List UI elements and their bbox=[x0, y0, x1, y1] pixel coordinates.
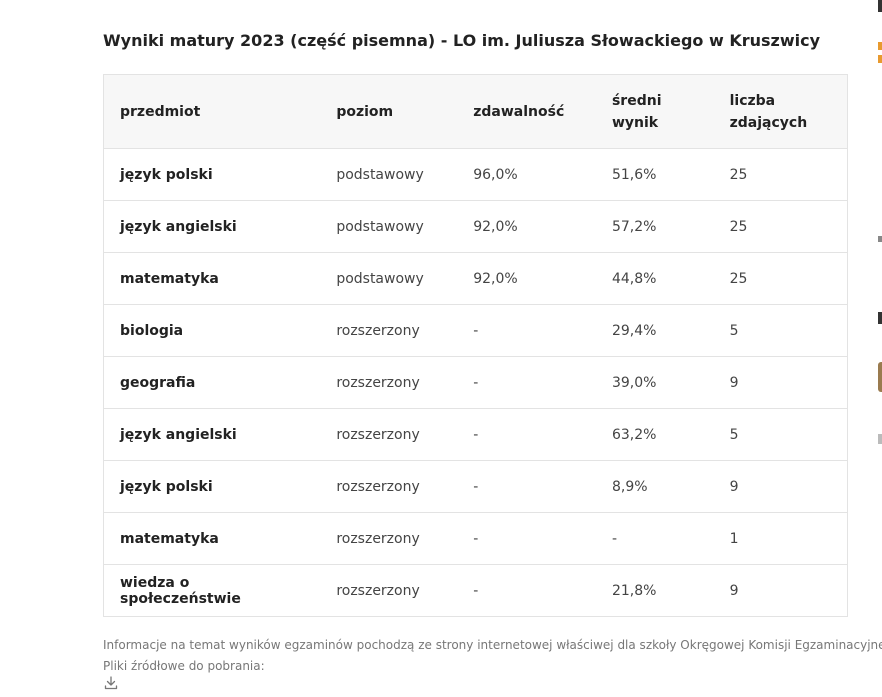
cell-avg-score: 63,2% bbox=[595, 408, 714, 461]
table-row: język polski rozszerzony - 8,9% 9 bbox=[103, 460, 848, 513]
side-panel-edge bbox=[878, 434, 882, 444]
cell-level: rozszerzony bbox=[320, 460, 458, 513]
header-count-line2: zdających bbox=[729, 114, 808, 131]
header-count-line1: liczba bbox=[729, 92, 776, 109]
cell-count: 9 bbox=[713, 460, 848, 513]
cell-pass-rate: - bbox=[457, 304, 596, 357]
source-files-label: Pliki źródłowe do pobrania: bbox=[103, 659, 265, 673]
cell-count: 25 bbox=[713, 200, 848, 253]
page-title: Wyniki matury 2023 (część pisemna) - LO … bbox=[103, 31, 821, 50]
header-level: poziom bbox=[320, 74, 458, 149]
header-pass-rate: zdawalność bbox=[457, 74, 596, 149]
table-row: geografia rozszerzony - 39,0% 9 bbox=[103, 356, 848, 409]
cell-subject: geografia bbox=[103, 356, 321, 409]
cell-avg-score: 29,4% bbox=[595, 304, 714, 357]
cell-pass-rate: - bbox=[457, 564, 596, 617]
source-note: Informacje na temat wyników egzaminów po… bbox=[103, 635, 882, 677]
cell-level: rozszerzony bbox=[320, 564, 458, 617]
cell-avg-score: 21,8% bbox=[595, 564, 714, 617]
cell-count: 9 bbox=[713, 356, 848, 409]
cell-level: rozszerzony bbox=[320, 304, 458, 357]
cell-count: 25 bbox=[713, 252, 848, 305]
cell-subject: matematyka bbox=[103, 252, 321, 305]
table-row: język angielski rozszerzony - 63,2% 5 bbox=[103, 408, 848, 461]
cell-subject: język polski bbox=[103, 460, 321, 513]
cell-subject: wiedza o społeczeństwie bbox=[103, 564, 321, 617]
cell-count: 25 bbox=[713, 148, 848, 201]
cell-pass-rate: 96,0% bbox=[457, 148, 596, 201]
cell-subject: język angielski bbox=[103, 408, 321, 461]
cell-pass-rate: - bbox=[457, 512, 596, 565]
cell-subject: język angielski bbox=[103, 200, 321, 253]
cell-level: rozszerzony bbox=[320, 408, 458, 461]
cell-subject: język polski bbox=[103, 148, 321, 201]
cell-count: 9 bbox=[713, 564, 848, 617]
cell-avg-score: 51,6% bbox=[595, 148, 714, 201]
cell-pass-rate: - bbox=[457, 408, 596, 461]
cell-count: 1 bbox=[713, 512, 848, 565]
cell-pass-rate: 92,0% bbox=[457, 252, 596, 305]
cell-level: rozszerzony bbox=[320, 512, 458, 565]
table-row: wiedza o społeczeństwie rozszerzony - 21… bbox=[103, 564, 848, 617]
cell-level: podstawowy bbox=[320, 200, 458, 253]
header-count: liczba zdających bbox=[713, 74, 848, 149]
table-row: matematyka podstawowy 92,0% 44,8% 25 bbox=[103, 252, 848, 305]
results-table: przedmiot poziom zdawalność średni wynik… bbox=[103, 74, 848, 617]
header-avg-score: średni wynik bbox=[595, 74, 714, 149]
side-panel-edge bbox=[878, 312, 882, 324]
cell-subject: biologia bbox=[103, 304, 321, 357]
table-body: język polski podstawowy 96,0% 51,6% 25 j… bbox=[103, 148, 848, 617]
table-row: język polski podstawowy 96,0% 51,6% 25 bbox=[103, 148, 848, 201]
table-row: biologia rozszerzony - 29,4% 5 bbox=[103, 304, 848, 357]
side-panel-edge bbox=[878, 55, 882, 63]
cell-avg-score: 39,0% bbox=[595, 356, 714, 409]
cell-level: podstawowy bbox=[320, 252, 458, 305]
cell-avg-score: 44,8% bbox=[595, 252, 714, 305]
cell-subject: matematyka bbox=[103, 512, 321, 565]
source-info-text: Informacje na temat wyników egzaminów po… bbox=[103, 638, 882, 652]
side-panel-edge bbox=[878, 0, 882, 12]
side-panel-edge bbox=[878, 236, 882, 242]
cell-count: 5 bbox=[713, 304, 848, 357]
cell-pass-rate: - bbox=[457, 460, 596, 513]
cell-avg-score: 8,9% bbox=[595, 460, 714, 513]
table-row: język angielski podstawowy 92,0% 57,2% 2… bbox=[103, 200, 848, 253]
cell-level: rozszerzony bbox=[320, 356, 458, 409]
table-row: matematyka rozszerzony - - 1 bbox=[103, 512, 848, 565]
cell-pass-rate: - bbox=[457, 356, 596, 409]
cell-count: 5 bbox=[713, 408, 848, 461]
cell-pass-rate: 92,0% bbox=[457, 200, 596, 253]
table-header-row: przedmiot poziom zdawalność średni wynik… bbox=[103, 74, 848, 149]
cell-avg-score: 57,2% bbox=[595, 200, 714, 253]
header-subject: przedmiot bbox=[103, 74, 321, 149]
side-panel-edge bbox=[878, 42, 882, 50]
side-panel-edge bbox=[878, 362, 882, 392]
cell-avg-score: - bbox=[595, 512, 714, 565]
cell-level: podstawowy bbox=[320, 148, 458, 201]
download-icon[interactable] bbox=[103, 675, 119, 691]
